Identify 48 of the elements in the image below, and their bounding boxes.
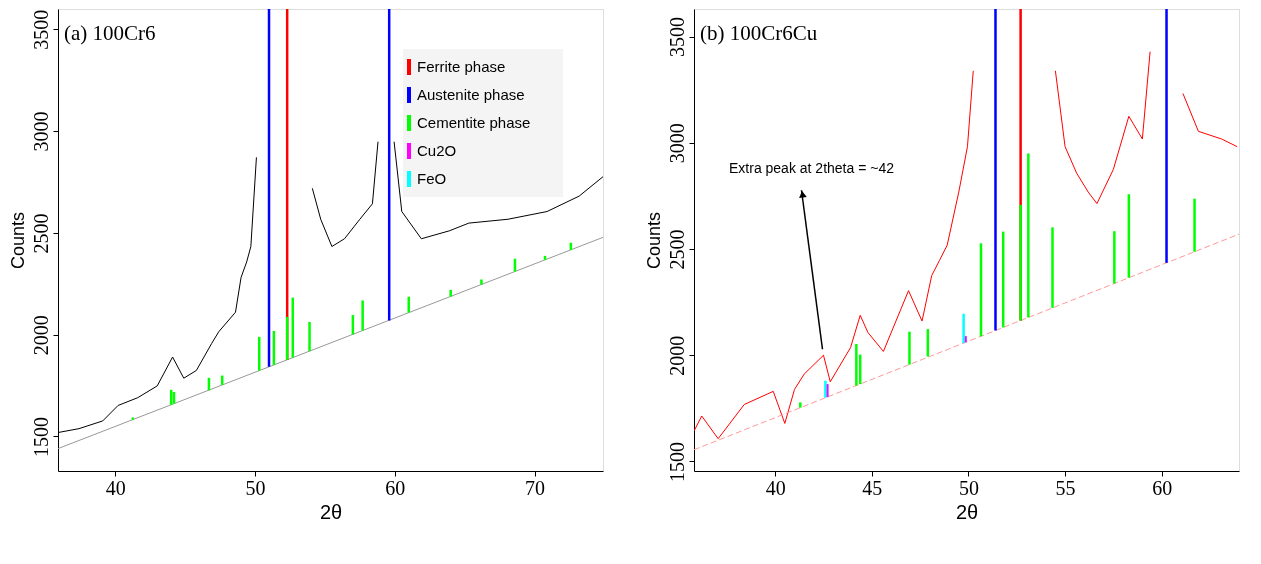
bar (994, 9, 997, 331)
y-tick-label: 3000 (665, 123, 688, 164)
bar (131, 417, 135, 420)
bar (855, 343, 858, 386)
x-tick-label: 50 (958, 476, 979, 499)
legend-label: Austenite phase (417, 86, 525, 103)
annotation: Extra peak at 2theta = ~42 (728, 160, 895, 177)
y-tick-label: 1500 (665, 441, 688, 482)
bar (480, 279, 483, 285)
y-axis-title: Counts (643, 211, 664, 270)
bar (361, 300, 364, 331)
y-tick-label: 2500 (29, 213, 52, 254)
bar (824, 380, 827, 398)
legend-label: Cementite phase (417, 114, 531, 131)
x-tick-label: 40 (765, 476, 786, 499)
bar (449, 289, 452, 297)
y-tick-label: 2500 (665, 229, 688, 270)
x-tick-label: 40 (105, 476, 126, 499)
text: (a) 100Cr6 (64, 21, 156, 45)
bar (962, 313, 965, 344)
legend-label: FeO (417, 170, 447, 187)
y-tick-label: 3500 (29, 9, 52, 50)
x-tick-label: 70 (525, 476, 546, 499)
text: (b) 100Cr6Cu (700, 21, 818, 45)
y-tick-label: 3000 (29, 111, 52, 152)
bar (1051, 227, 1054, 308)
y-tick-label: 2000 (29, 315, 52, 356)
x-tick-label: 60 (385, 476, 406, 499)
x-tick-label: 50 (245, 476, 266, 499)
x-tick-label: 45 (862, 476, 883, 499)
bar (308, 322, 311, 352)
bar (1019, 204, 1022, 321)
y-axis-title: Counts (7, 211, 28, 270)
bar (799, 402, 802, 408)
legend-label: Cu2O (417, 142, 457, 159)
bar (1027, 153, 1030, 318)
x-axis-title: 2θ (955, 500, 979, 523)
y-tick-label: 1500 (29, 416, 52, 457)
y-tick-label: 3500 (665, 17, 688, 58)
bar (908, 331, 911, 365)
legend-label: Ferrite phase (417, 58, 506, 75)
bar (1113, 231, 1116, 284)
y-tick-label: 2000 (665, 335, 688, 376)
bar (1165, 9, 1168, 263)
x-axis-title: 2θ (319, 500, 343, 523)
bar (1193, 198, 1196, 252)
x-tick-label: 55 (1055, 476, 1076, 499)
x-tick-label: 60 (1152, 476, 1173, 499)
